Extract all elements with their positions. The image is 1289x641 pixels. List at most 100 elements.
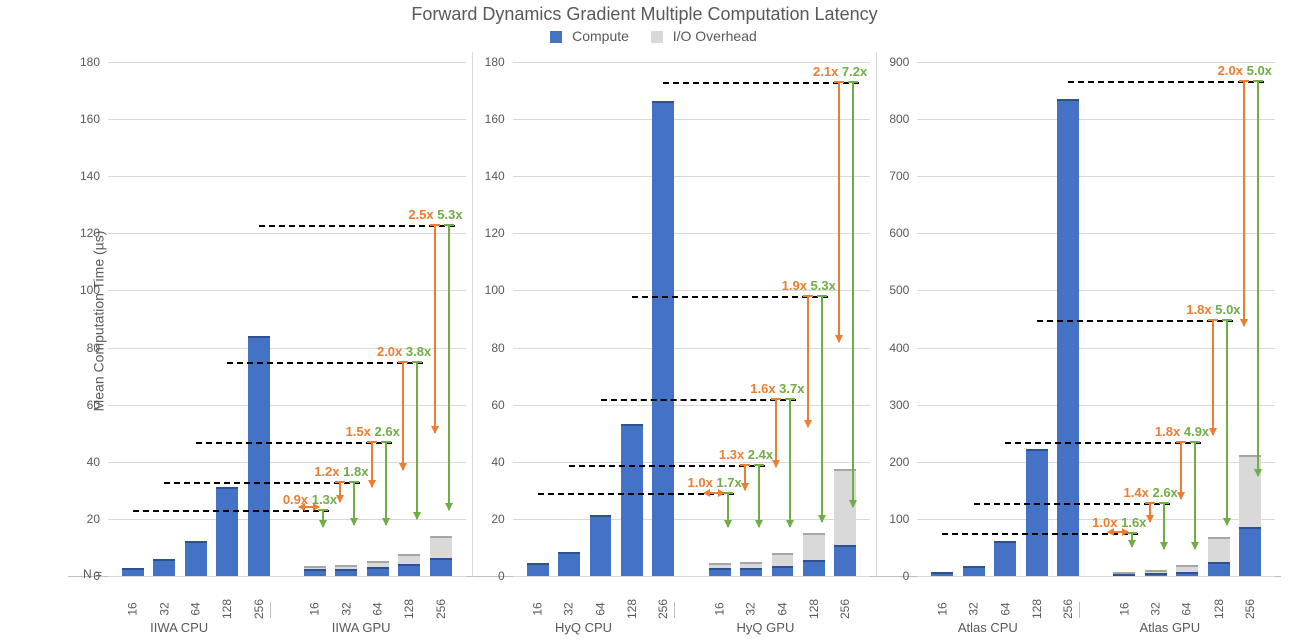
bar-group: 16 xyxy=(927,62,958,576)
bar-io xyxy=(1113,572,1135,573)
cpu-group-label: Atlas CPU xyxy=(897,620,1079,635)
bar-compute xyxy=(367,567,389,576)
reference-dashline xyxy=(196,442,392,444)
bar-compute xyxy=(216,487,238,576)
group-divider xyxy=(1079,602,1262,618)
bar-io xyxy=(398,554,420,564)
panel-group-label: IIWA CPUIIWA GPU xyxy=(68,620,472,635)
bar-io xyxy=(1145,570,1167,573)
bar-group: 64 xyxy=(585,62,616,576)
speedup-green: 4.9x xyxy=(1180,424,1209,439)
x-tick-label: 128 xyxy=(625,599,639,619)
bar-compute xyxy=(931,572,953,576)
bar-io xyxy=(1176,565,1198,572)
legend-label-io: I/O Overhead xyxy=(673,28,757,44)
bar-group: 128 xyxy=(616,62,647,576)
speedup-green: 5.0x xyxy=(1212,302,1241,317)
speedup-label: 1.6x 3.7x xyxy=(750,381,804,396)
bar-io xyxy=(803,533,825,560)
y-tick-label: 20 xyxy=(64,512,100,526)
speedup-label: 1.4x 2.6x xyxy=(1124,485,1178,500)
bar-stack xyxy=(527,493,549,576)
bar-compute xyxy=(1176,572,1198,576)
chart-container: Forward Dynamics Gradient Multiple Compu… xyxy=(0,0,1289,641)
speedup-green: 5.0x xyxy=(1243,63,1272,78)
y-tick-label: 100 xyxy=(64,283,100,297)
x-tick-label: 32 xyxy=(562,602,576,615)
cpu-group-label: IIWA CPU xyxy=(88,620,270,635)
speedup-green: 3.7x xyxy=(776,381,805,396)
y-tick-label: 500 xyxy=(873,283,909,297)
x-tick-label: 256 xyxy=(1061,599,1075,619)
speedup-orange: 1.8x xyxy=(1186,302,1211,317)
speedup-label: 2.0x 5.0x xyxy=(1218,63,1272,78)
bar-compute xyxy=(621,424,643,576)
speedup-green: 5.3x xyxy=(434,207,463,222)
x-tick-label: 128 xyxy=(220,599,234,619)
bar-stack xyxy=(1057,81,1079,576)
y-tick-label: 180 xyxy=(469,55,505,69)
speedup-green: 7.2x xyxy=(838,64,867,79)
panels-row: 0204060801001201401601801632641282561632… xyxy=(68,52,1281,577)
n-equals-label: N = xyxy=(66,567,102,581)
y-tick-label: 140 xyxy=(469,169,505,183)
y-tick-label: 700 xyxy=(873,169,909,183)
x-tick-label: 16 xyxy=(531,602,545,615)
bar-stack xyxy=(963,503,985,576)
y-tick-label: 160 xyxy=(64,112,100,126)
x-tick-label: 256 xyxy=(252,599,266,619)
y-tick-label: 100 xyxy=(873,512,909,526)
bar-compute xyxy=(709,568,731,576)
bar-compute xyxy=(1208,562,1230,576)
speedup-orange: 1.3x xyxy=(719,447,744,462)
bar-compute xyxy=(994,541,1016,576)
speedup-orange: 2.5x xyxy=(408,207,433,222)
speedup-green: 1.6x xyxy=(1117,515,1146,530)
bar-group: 64 xyxy=(990,62,1021,576)
group-labels-row: IIWA CPUIIWA GPUHyQ CPUHyQ GPUAtlas CPUA… xyxy=(68,620,1281,635)
bar-compute xyxy=(398,564,420,576)
reference-dashline xyxy=(601,399,797,401)
y-tick-label: 80 xyxy=(64,341,100,355)
speedup-green: 5.3x xyxy=(807,278,836,293)
x-tick-label: 16 xyxy=(935,602,949,615)
y-tick-label: 300 xyxy=(873,398,909,412)
speedup-green: 1.8x xyxy=(340,464,369,479)
speedup-orange: 1.6x xyxy=(750,381,775,396)
speedup-orange: 1.5x xyxy=(346,424,371,439)
speedup-label: 1.2x 1.8x xyxy=(314,464,368,479)
bar-group: 256 xyxy=(830,62,861,576)
bar-group: 128 xyxy=(394,62,425,576)
bar-compute xyxy=(430,558,452,576)
speedup-label: 2.5x 5.3x xyxy=(408,207,462,222)
reference-dashline xyxy=(1037,320,1233,322)
reference-dashline xyxy=(569,465,765,467)
reference-dashline xyxy=(164,482,360,484)
y-tick-label: 800 xyxy=(873,112,909,126)
x-tick-label: 32 xyxy=(157,602,171,615)
speedup-label: 2.1x 7.2x xyxy=(813,64,867,79)
bar-compute xyxy=(1239,527,1261,576)
bar-stack xyxy=(558,465,580,576)
speedup-label: 1.8x 4.9x xyxy=(1155,424,1209,439)
y-tick-label: 60 xyxy=(469,398,505,412)
y-tick-label: 900 xyxy=(873,55,909,69)
speedup-green: 1.7x xyxy=(713,475,742,490)
y-tick-label: 20 xyxy=(469,512,505,526)
y-ticks: 020406080100120140160180 xyxy=(68,62,104,576)
bar-io xyxy=(740,562,762,568)
x-tick-label: 64 xyxy=(594,602,608,615)
bar-group: 16 xyxy=(704,62,735,576)
speedup-label: 1.9x 5.3x xyxy=(782,278,836,293)
bar-group: 64 xyxy=(767,62,798,576)
x-tick-label: 128 xyxy=(1030,599,1044,619)
bar-compute xyxy=(527,563,549,576)
y-tick-label: 180 xyxy=(64,55,100,69)
y-tick-label: 400 xyxy=(873,341,909,355)
bar-io xyxy=(709,563,731,569)
speedup-green: 2.4x xyxy=(744,447,773,462)
speedup-orange: 1.8x xyxy=(1155,424,1180,439)
y-tick-label: 160 xyxy=(469,112,505,126)
gpu-group-label: IIWA GPU xyxy=(270,620,452,635)
bar-compute xyxy=(248,336,270,576)
